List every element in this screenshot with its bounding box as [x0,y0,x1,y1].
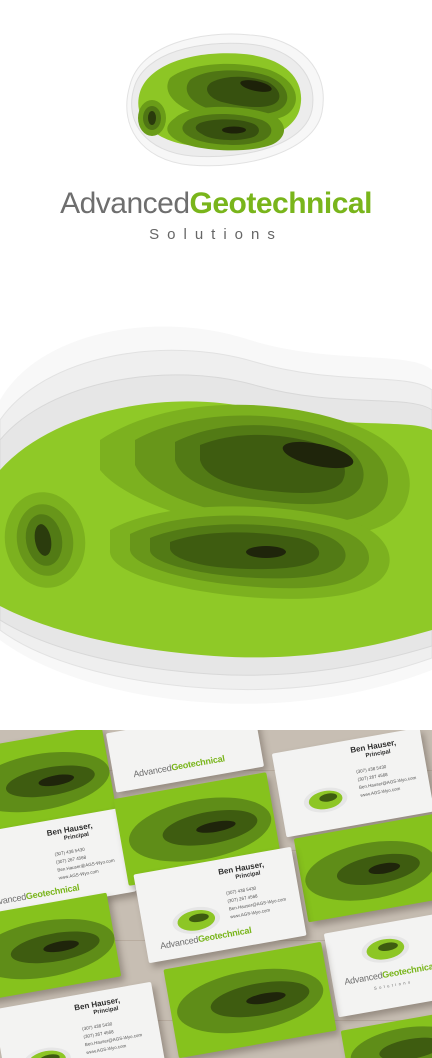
topographic-logo-icon [126,33,324,167]
card-back [0,730,117,836]
brand-subtitle: Solutions [149,226,283,243]
card-back [293,812,432,923]
hero-topographic [0,290,432,730]
brand-name-part1: Advanced [60,187,190,220]
card-front: AdvancedGeotechnical Solutions [323,907,432,1018]
card-front: Ben Hauser, Principal (307) 438 5430 (30… [0,981,167,1058]
brand-wordmark: AdvancedGeotechnical [0,186,432,222]
card-topo-pattern [0,751,110,813]
business-cards-mockup: AdvancedGeotechnical Ben Hauser, Princip… [0,730,432,1058]
card-front: Ben Hauser, Principal (307) 438 5430 (30… [271,730,432,838]
card-back [113,772,282,886]
topographic-hero-icon [0,326,432,704]
brand-name-part2: Geotechnical [189,187,373,220]
logo-section: AdvancedGeotechnical Solutions [0,0,432,290]
card-front: Ben Hauser, Principal (307) 438 5430 (30… [133,846,307,964]
card-back [163,941,337,1058]
card-back [340,1010,432,1058]
card-brand: AdvancedGeotechnical [132,753,226,780]
card-logo-icon [303,787,348,813]
card-back [0,892,122,1003]
